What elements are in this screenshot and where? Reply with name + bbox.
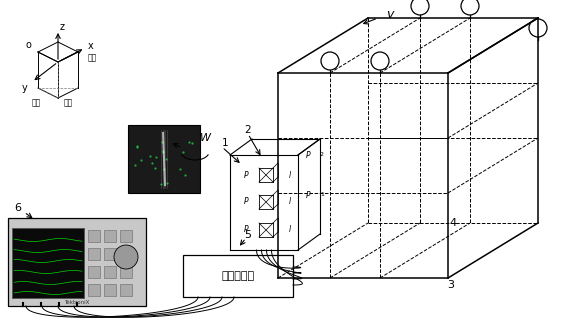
Bar <box>88 266 100 278</box>
Text: P: P <box>244 197 248 206</box>
Bar <box>88 230 100 242</box>
Text: 应变测试仪: 应变测试仪 <box>221 271 255 281</box>
Bar <box>88 248 100 260</box>
Bar <box>128 125 200 193</box>
Bar <box>88 284 100 296</box>
Bar <box>8 218 146 306</box>
Text: x: x <box>88 41 94 51</box>
Text: 侧面: 侧面 <box>63 99 73 108</box>
Circle shape <box>114 245 138 269</box>
Bar <box>120 230 132 242</box>
Text: l: l <box>289 225 291 234</box>
Text: v: v <box>386 7 394 20</box>
Text: l: l <box>289 171 291 180</box>
Text: 2: 2 <box>320 152 324 158</box>
Text: o: o <box>25 40 31 50</box>
Text: 1: 1 <box>320 193 324 197</box>
Text: 5: 5 <box>245 230 251 240</box>
Text: P: P <box>306 151 310 160</box>
Text: z: z <box>60 22 65 32</box>
Text: 6: 6 <box>15 203 21 213</box>
Text: 3: 3 <box>447 280 454 290</box>
Bar <box>12 228 84 298</box>
Bar <box>104 248 116 260</box>
Text: 2: 2 <box>245 125 251 135</box>
Text: TektroniX: TektroniX <box>64 299 90 305</box>
Bar <box>120 266 132 278</box>
Text: 顶面: 顶面 <box>88 54 97 62</box>
Text: 斜面: 斜面 <box>32 99 41 108</box>
Bar <box>120 248 132 260</box>
Text: P: P <box>306 191 310 200</box>
Text: P: P <box>244 171 248 180</box>
Bar <box>104 266 116 278</box>
Bar <box>120 284 132 296</box>
Text: W: W <box>200 133 211 143</box>
Bar <box>104 230 116 242</box>
Text: l: l <box>289 197 291 206</box>
Text: P: P <box>244 225 248 234</box>
Bar <box>104 284 116 296</box>
Text: 1: 1 <box>221 138 228 148</box>
Bar <box>183 255 293 297</box>
Text: 4: 4 <box>449 218 457 228</box>
Text: y: y <box>21 83 27 93</box>
